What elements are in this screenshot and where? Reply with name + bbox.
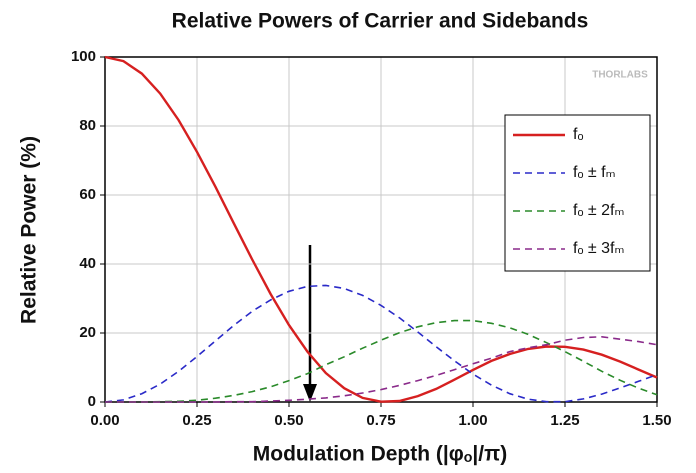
y-tick-label: 60: [79, 186, 96, 203]
y-axis-label: Relative Power (%): [18, 136, 41, 324]
legend-label: fₒ ± 3fₘ: [573, 240, 624, 257]
x-axis-label: Modulation Depth (|φₒ|/π): [253, 443, 507, 466]
arrow: [303, 245, 317, 402]
legend-box: [504, 114, 651, 272]
legend-label: fₒ: [573, 126, 583, 143]
y-tick-label: 80: [79, 117, 96, 134]
x-tick-label: 0.50: [274, 412, 303, 429]
y-tick-label: 0: [88, 393, 96, 410]
series-line: [104, 284, 658, 403]
y-tick-label: 20: [79, 324, 96, 341]
y-tick-label: 40: [79, 255, 96, 272]
x-tick-label: 1.25: [550, 412, 579, 429]
x-tick-label: 0.25: [182, 412, 211, 429]
legend-label: fₒ ± 2fₘ: [573, 202, 624, 219]
legend-label: fₒ ± fₘ: [573, 164, 616, 181]
watermark: THORLABS: [592, 70, 648, 81]
series-line: [105, 335, 658, 403]
x-tick-label: 0.00: [90, 412, 119, 429]
series-line: [104, 55, 658, 403]
x-tick-label: 1.50: [642, 412, 671, 429]
x-tick-label: 0.75: [366, 412, 395, 429]
chart-title: Relative Powers of Carrier and Sidebands: [172, 10, 589, 33]
y-tick-label: 100: [71, 48, 96, 65]
x-tick-label: 1.00: [458, 412, 487, 429]
